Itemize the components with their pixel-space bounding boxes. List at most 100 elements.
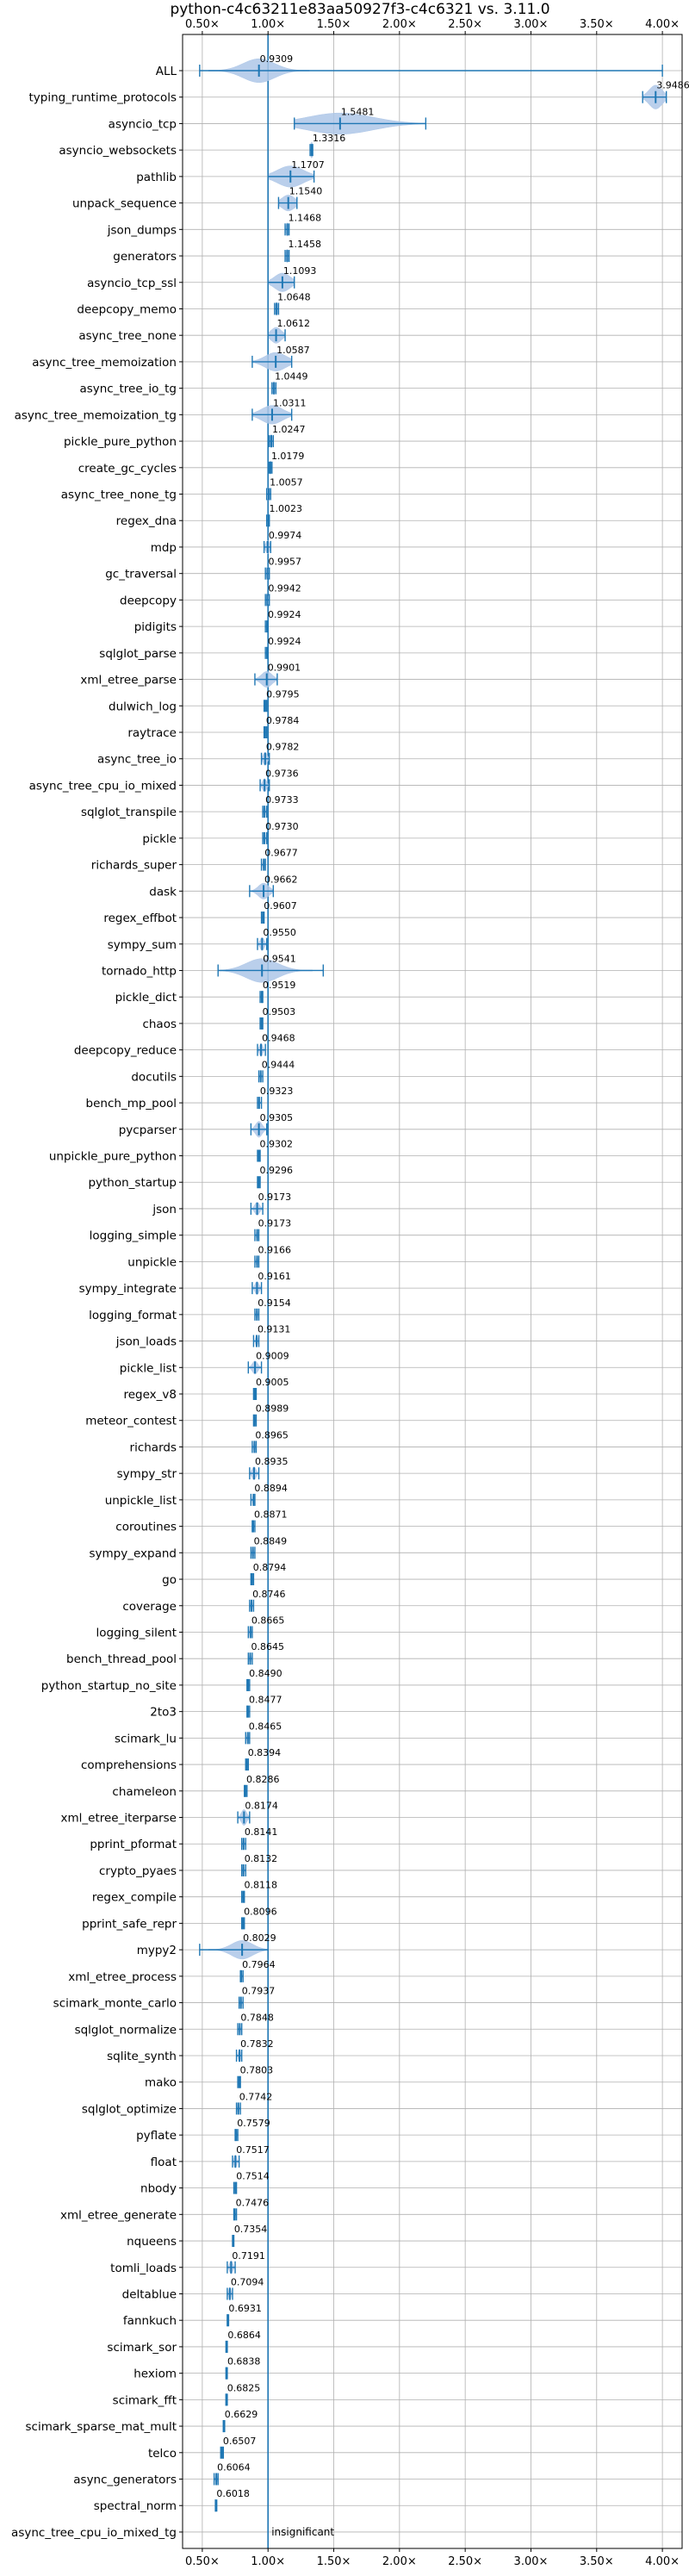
category-label: coroutines — [115, 1521, 177, 1534]
category-label: pprint_pformat — [90, 1838, 177, 1851]
value-label: 0.9924 — [268, 609, 301, 620]
value-label: 1.0587 — [276, 345, 310, 356]
value-label: 0.9541 — [263, 953, 296, 964]
value-label: 1.1540 — [289, 186, 323, 197]
value-label: 0.7803 — [240, 2065, 274, 2076]
category-label: chaos — [142, 1017, 177, 1031]
category-label: unpickle_pure_python — [49, 1150, 177, 1164]
value-label: 1.0648 — [277, 291, 311, 302]
chart-title: python-c4c63211e83aa50927f3-c4c6321 vs. … — [170, 1, 549, 18]
x-tick-label-top: 0.50× — [185, 18, 220, 31]
value-label: 0.9942 — [268, 582, 301, 594]
value-label: 0.9677 — [264, 848, 298, 859]
value-label: 0.9173 — [258, 1218, 292, 1229]
value-label: 1.1468 — [289, 212, 322, 223]
category-label: xml_etree_process — [68, 1970, 177, 1984]
value-label: 0.9296 — [259, 1165, 293, 1176]
category-label: unpack_sequence — [72, 197, 177, 211]
value-label: 1.0612 — [277, 318, 311, 329]
category-label: crypto_pyaes — [99, 1864, 177, 1878]
category-label: python_startup — [88, 1176, 177, 1190]
value-label: 1.0057 — [270, 477, 303, 488]
value-label: 0.8394 — [248, 1747, 282, 1758]
value-label: 0.9901 — [268, 663, 301, 674]
value-label: 0.6825 — [227, 2382, 261, 2393]
value-label: 0.9730 — [265, 821, 299, 832]
value-label: 0.7937 — [242, 1986, 276, 1997]
category-label: 2to3 — [150, 1706, 177, 1720]
value-label: 0.9784 — [266, 715, 300, 726]
value-label: 1.0179 — [271, 451, 305, 462]
violin-layer — [199, 34, 667, 2548]
category-label: mako — [145, 2076, 177, 2090]
category-label: python_startup_no_site — [41, 1679, 177, 1693]
category-label: nqueens — [127, 2235, 177, 2249]
value-label: 0.6838 — [227, 2356, 261, 2368]
x-tick-label-bottom: 2.50× — [448, 2555, 482, 2568]
category-label: async_tree_io_tg — [79, 383, 177, 396]
category-label: fannkuch — [123, 2314, 177, 2328]
x-tick-label-bottom: 1.00× — [251, 2555, 285, 2568]
value-label: 1.0023 — [270, 503, 303, 514]
category-label: sqlglot_normalize — [75, 2023, 177, 2037]
category-label: scimark_sparse_mat_mult — [26, 2420, 177, 2434]
category-label: gc_traversal — [105, 568, 177, 582]
category-label: asyncio_tcp — [109, 117, 177, 131]
category-label: generators — [113, 250, 177, 264]
value-label: 0.9957 — [269, 557, 302, 568]
value-label: 3.9486 — [656, 80, 689, 91]
value-label: 0.7579 — [237, 2118, 270, 2129]
x-tick-label-bottom: 3.00× — [514, 2555, 549, 2568]
label-layer: ALL typing_runtime_protocols asyncio_tcpas… — [11, 53, 689, 2540]
category-label: hexiom — [133, 2368, 177, 2381]
category-label: tornado_http — [102, 964, 177, 978]
category-label: json_loads — [115, 1335, 177, 1349]
category-label: scimark_lu — [115, 1732, 177, 1745]
x-tick-label-bottom: 0.50× — [185, 2555, 220, 2568]
category-label: meteor_contest — [85, 1415, 177, 1428]
category-label: dulwich_log — [109, 700, 177, 713]
value-label: 0.9154 — [258, 1297, 291, 1309]
value-label: 0.7832 — [240, 2038, 274, 2050]
category-label: async_tree_memoization_tg — [15, 408, 177, 422]
category-label: json — [152, 1203, 177, 1216]
value-label: 0.9323 — [260, 1086, 294, 1097]
value-label: 0.9736 — [265, 768, 299, 779]
value-label: 0.7964 — [242, 1959, 276, 1970]
value-label: 0.9974 — [269, 530, 302, 541]
category-label: unpickle_list — [105, 1494, 177, 1508]
value-label: 0.9607 — [264, 900, 297, 912]
value-label: 0.9782 — [266, 742, 300, 753]
category-label: pathlib — [136, 171, 177, 184]
category-label: regex_v8 — [123, 1388, 177, 1402]
axis-layer: 0.50× 0.50× 1.00× 1.00× 1.50× 1.50× 2.00× 2.00×… — [179, 18, 683, 2568]
value-label: 0.7514 — [236, 2171, 270, 2182]
category-label: deepcopy_reduce — [74, 1044, 177, 1058]
value-label: 0.9519 — [263, 980, 296, 991]
category-label: sympy_str — [117, 1467, 177, 1481]
value-label: 0.6629 — [225, 2409, 258, 2420]
category-label: logging_simple — [90, 1229, 177, 1243]
value-label: 0.7742 — [239, 2091, 273, 2102]
category-label: sympy_sum — [108, 938, 177, 952]
value-label: 0.7848 — [240, 2012, 274, 2023]
category-label: json_dumps — [107, 223, 177, 237]
value-label: 0.9309 — [260, 53, 294, 65]
value-label: 0.8141 — [245, 1826, 278, 1838]
category-label: pprint_safe_repr — [82, 1917, 177, 1931]
category-label: create_gc_cycles — [78, 462, 177, 476]
value-label: 0.6931 — [228, 2303, 262, 2314]
category-label: unpickle — [127, 1255, 177, 1269]
category-label: chameleon — [112, 1785, 177, 1799]
category-label: logging_format — [89, 1309, 177, 1322]
value-label: 0.8965 — [255, 1429, 289, 1440]
value-label: 0.9550 — [263, 927, 296, 938]
value-label: 0.8849 — [254, 1535, 288, 1546]
category-label: xml_etree_parse — [80, 674, 177, 688]
value-label: 1.0311 — [273, 397, 307, 408]
category-label: docutils — [131, 1070, 177, 1084]
category-label: sympy_expand — [89, 1546, 177, 1560]
value-label: 1.5481 — [341, 106, 375, 117]
value-label: 0.8477 — [249, 1695, 282, 1706]
value-label: 0.7517 — [236, 2144, 270, 2156]
